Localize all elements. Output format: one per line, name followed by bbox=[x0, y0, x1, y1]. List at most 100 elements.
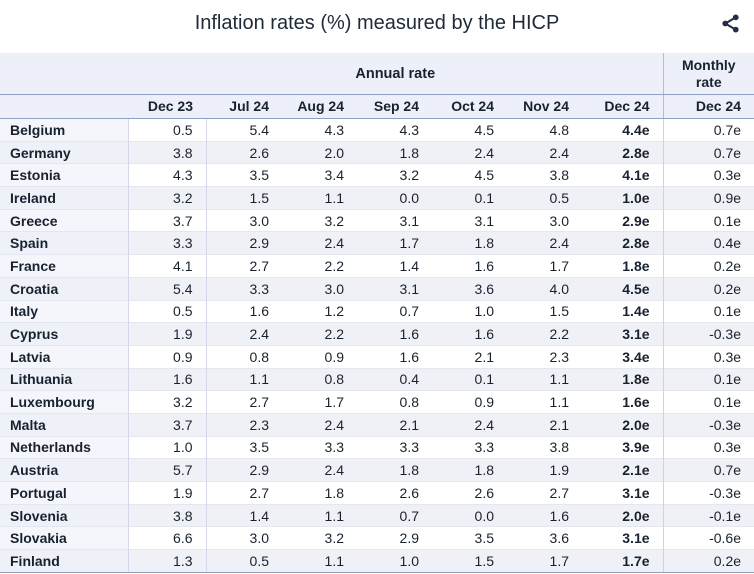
annual-rate-value: 3.0 bbox=[206, 208, 282, 232]
column-header: Oct 24 bbox=[432, 94, 507, 119]
annual-rate-value: 3.1 bbox=[357, 276, 432, 300]
annual-rate-value: 2.2 bbox=[282, 322, 357, 346]
column-header: Jul 24 bbox=[206, 94, 282, 119]
annual-rate-value: 1.8 bbox=[432, 458, 507, 482]
table-row: Belgium 0.5 5.4 4.3 4.3 4.5 4.8 4.4e 0.7e bbox=[0, 118, 754, 142]
monthly-rate-value: 0.9e bbox=[662, 186, 754, 210]
monthly-rate-value: 0.2e bbox=[662, 254, 754, 278]
country-label: Finland bbox=[0, 549, 129, 573]
annual-rate-value: 1.4 bbox=[206, 503, 282, 527]
country-label: Slovenia bbox=[0, 503, 129, 527]
annual-rate-value: 2.8e bbox=[582, 140, 664, 164]
annual-rate-value: 2.6 bbox=[206, 140, 282, 164]
annual-rate-value: 1.4e bbox=[582, 299, 664, 323]
monthly-rate-value: -0.1e bbox=[662, 503, 754, 527]
annual-rate-value: 2.8e bbox=[582, 231, 664, 255]
table-row: Ireland 3.2 1.5 1.1 0.0 0.1 0.5 1.0e 0.9e bbox=[0, 186, 754, 210]
annual-rate-value: 1.1 bbox=[206, 367, 282, 391]
country-label: Estonia bbox=[0, 163, 129, 187]
monthly-column-header: Dec 24 bbox=[662, 94, 754, 119]
annual-rate-value: 2.1 bbox=[357, 412, 432, 437]
annual-rate-value: 4.0 bbox=[507, 276, 582, 300]
annual-rate-value: 2.1 bbox=[507, 412, 582, 437]
annual-rate-value: 3.1 bbox=[432, 208, 507, 232]
country-label: Belgium bbox=[0, 118, 129, 142]
table-row: Greece 3.7 3.0 3.2 3.1 3.1 3.0 2.9e 0.1e bbox=[0, 208, 754, 232]
annual-rate-value: 5.4 bbox=[206, 118, 282, 142]
annual-rate-value: 3.3 bbox=[128, 231, 207, 255]
annual-rate-value: 2.4 bbox=[282, 458, 357, 482]
annual-rate-value: 2.7 bbox=[206, 254, 282, 278]
annual-rate-value: 0.7 bbox=[357, 503, 432, 527]
annual-rate-value: 3.2 bbox=[128, 390, 207, 414]
country-label: Italy bbox=[0, 299, 129, 323]
annual-rate-value: 4.3 bbox=[357, 118, 432, 142]
annual-rate-value: 1.9 bbox=[128, 322, 207, 346]
annual-rate-value: 3.2 bbox=[357, 163, 432, 187]
column-header: Sep 24 bbox=[357, 94, 432, 119]
country-label: Greece bbox=[0, 208, 129, 232]
country-label: Netherlands bbox=[0, 435, 129, 459]
monthly-rate-value: 0.1e bbox=[662, 390, 754, 414]
table-row: Germany 3.8 2.6 2.0 1.8 2.4 2.4 2.8e 0.7e bbox=[0, 140, 754, 164]
annual-rate-value: 1.8e bbox=[582, 254, 664, 278]
country-label: Ireland bbox=[0, 186, 129, 210]
title-bar: Inflation rates (%) measured by the HICP bbox=[0, 0, 754, 48]
annual-rate-value: 2.7 bbox=[206, 390, 282, 414]
column-header: Aug 24 bbox=[282, 94, 357, 119]
table-row: Croatia 5.4 3.3 3.0 3.1 3.6 4.0 4.5e 0.2e bbox=[0, 276, 754, 300]
annual-rate-value: 0.9 bbox=[128, 344, 207, 369]
annual-rate-value: 3.8 bbox=[507, 435, 582, 459]
annual-rate-value: 3.1e bbox=[582, 322, 664, 346]
table-row: Latvia 0.9 0.8 0.9 1.6 2.1 2.3 3.4e 0.3e bbox=[0, 344, 754, 369]
table-row: Finland 1.3 0.5 1.1 1.0 1.5 1.7 1.7e 0.2e bbox=[0, 549, 754, 573]
annual-rate-value: 1.0 bbox=[128, 435, 207, 459]
monthly-rate-value: -0.3e bbox=[662, 322, 754, 346]
annual-rate-value: 2.9 bbox=[206, 458, 282, 482]
annual-rate-value: 3.4e bbox=[582, 344, 664, 369]
annual-rate-value: 4.4e bbox=[582, 118, 664, 142]
table-row: Italy 0.5 1.6 1.2 0.7 1.0 1.5 1.4e 0.1e bbox=[0, 299, 754, 323]
annual-rate-value: 3.6 bbox=[432, 276, 507, 300]
annual-rate-value: 1.0e bbox=[582, 186, 664, 210]
table-row: Lithuania 1.6 1.1 0.8 0.4 0.1 1.1 1.8e 0.1e bbox=[0, 367, 754, 391]
monthly-rate-value: 0.7e bbox=[662, 140, 754, 164]
annual-rate-value: 1.1 bbox=[282, 186, 357, 210]
annual-rate-value: 0.4 bbox=[357, 367, 432, 391]
table-row: Slovenia 3.8 1.4 1.1 0.7 0.0 1.6 2.0e -0.1e bbox=[0, 503, 754, 527]
annual-rate-value: 2.9 bbox=[357, 526, 432, 550]
annual-rate-value: 1.6 bbox=[432, 254, 507, 278]
monthly-rate-value: 0.3e bbox=[662, 163, 754, 187]
country-label: Austria bbox=[0, 458, 129, 482]
annual-rate-group-header: Annual rate bbox=[128, 53, 664, 95]
annual-rate-value: 1.6 bbox=[357, 322, 432, 346]
annual-rate-value: 1.7 bbox=[507, 254, 582, 278]
annual-rate-value: 1.7 bbox=[357, 231, 432, 255]
annual-rate-value: 1.5 bbox=[432, 549, 507, 573]
share-icon bbox=[721, 13, 739, 33]
annual-rate-value: 1.6 bbox=[128, 367, 207, 391]
annual-rate-value: 1.8 bbox=[282, 481, 357, 505]
annual-rate-value: 2.4 bbox=[432, 140, 507, 164]
share-button[interactable] bbox=[718, 11, 742, 35]
annual-rate-value: 3.5 bbox=[206, 163, 282, 187]
annual-rate-value: 4.3 bbox=[128, 163, 207, 187]
annual-rate-value: 0.1 bbox=[432, 186, 507, 210]
table-row: Spain 3.3 2.9 2.4 1.7 1.8 2.4 2.8e 0.4e bbox=[0, 231, 754, 255]
monthly-rate-value: 0.2e bbox=[662, 276, 754, 300]
annual-rate-value: 3.7 bbox=[128, 208, 207, 232]
annual-rate-value: 1.8e bbox=[582, 367, 664, 391]
annual-rate-value: 0.5 bbox=[128, 118, 207, 142]
annual-rate-value: 0.9 bbox=[282, 344, 357, 369]
monthly-rate-value: 0.7e bbox=[662, 118, 754, 142]
annual-rate-value: 1.4 bbox=[357, 254, 432, 278]
country-label: France bbox=[0, 254, 129, 278]
monthly-rate-value: -0.3e bbox=[662, 481, 754, 505]
monthly-rate-value: 0.2e bbox=[662, 549, 754, 573]
annual-rate-value: 3.2 bbox=[128, 186, 207, 210]
annual-rate-value: 1.1 bbox=[282, 549, 357, 573]
table-row: Luxembourg 3.2 2.7 1.7 0.8 0.9 1.1 1.6e 0.1e bbox=[0, 390, 754, 414]
annual-rate-value: 0.5 bbox=[206, 549, 282, 573]
annual-rate-value: 1.6 bbox=[357, 344, 432, 369]
